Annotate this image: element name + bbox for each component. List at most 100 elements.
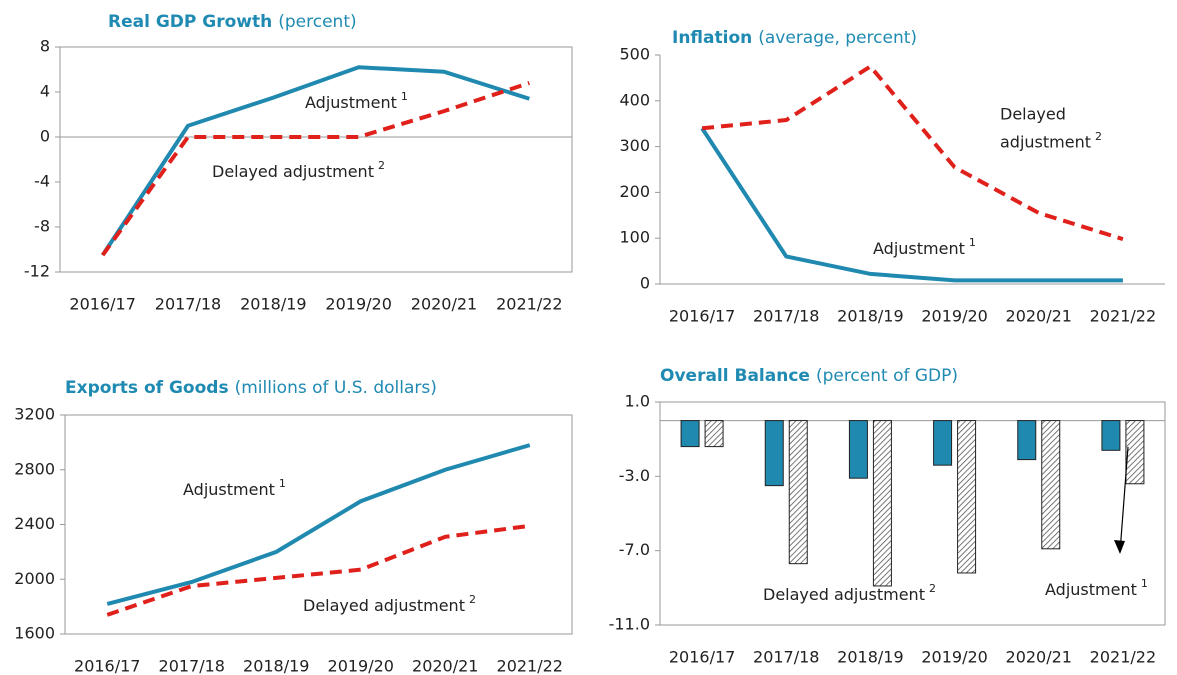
series-line bbox=[106, 443, 531, 606]
title-main: Exports of Goods bbox=[65, 378, 229, 398]
title-sub: (percent of GDP) bbox=[816, 366, 958, 386]
y-tick-label: 3200 bbox=[14, 405, 55, 424]
y-tick-label: 8 bbox=[40, 37, 50, 56]
y-tick-label: 1600 bbox=[14, 624, 55, 643]
x-tick-label: 2018/19 bbox=[240, 295, 306, 314]
series-label: Adjustment 1 bbox=[1045, 577, 1148, 599]
series-line bbox=[106, 523, 531, 617]
series-label: Adjustment 1 bbox=[873, 236, 976, 258]
x-tick-label: 2021/22 bbox=[496, 295, 562, 314]
bar bbox=[1041, 420, 1061, 550]
x-tick-label: 2020/21 bbox=[1006, 648, 1072, 667]
bar bbox=[933, 420, 953, 466]
y-tick-label: 2400 bbox=[14, 514, 55, 533]
series-name: Delayed adjustment bbox=[303, 596, 465, 615]
plot-frame bbox=[59, 46, 573, 273]
x-tick-label: 2017/18 bbox=[159, 657, 225, 675]
y-tick-label: 200 bbox=[619, 182, 650, 201]
x-tick-label: 2020/21 bbox=[412, 657, 478, 675]
y-tick-label: 4 bbox=[40, 82, 50, 101]
x-tick-label: 2020/21 bbox=[1006, 307, 1072, 326]
plot-frame bbox=[659, 401, 1166, 626]
y-tick-label: 0 bbox=[40, 127, 50, 146]
series-name: Delayed adjustment bbox=[212, 162, 374, 181]
y-tick-label: -8 bbox=[34, 217, 50, 236]
series-name: Delayed adjustment bbox=[763, 585, 925, 604]
series-line bbox=[101, 81, 530, 257]
x-tick-label: 2019/20 bbox=[328, 657, 394, 675]
series-label: Delayed adjustment 2 bbox=[212, 159, 385, 181]
y-tick-label: 500 bbox=[619, 45, 650, 64]
bar bbox=[764, 420, 784, 487]
series-label: Adjustment 1 bbox=[305, 90, 408, 112]
y-tick-label: 100 bbox=[619, 228, 650, 247]
x-tick-label: 2017/18 bbox=[753, 307, 819, 326]
title-main: Real GDP Growth bbox=[108, 12, 272, 32]
series-name: Adjustment bbox=[1045, 580, 1137, 599]
chart-title: Overall Balance (percent of GDP) bbox=[660, 366, 958, 386]
x-tick-label: 2018/19 bbox=[837, 648, 903, 667]
series-note: 1 bbox=[1141, 577, 1148, 590]
y-tick-label: 400 bbox=[619, 90, 650, 109]
bar bbox=[872, 420, 892, 587]
x-tick-label: 2016/17 bbox=[69, 295, 135, 314]
bar bbox=[1125, 420, 1145, 485]
series-line bbox=[701, 63, 1124, 242]
chart-title: Inflation (average, percent) bbox=[672, 28, 917, 48]
series-label: Adjustment 1 bbox=[183, 477, 286, 499]
bar bbox=[788, 420, 808, 565]
series-name: Adjustment bbox=[873, 239, 965, 258]
series-note: 2 bbox=[378, 159, 385, 172]
y-tick-label: -3.0 bbox=[619, 466, 650, 485]
y-tick-label: 1.0 bbox=[625, 392, 650, 411]
bar bbox=[680, 420, 700, 448]
x-tick-label: 2019/20 bbox=[325, 295, 391, 314]
series-label: Delayed bbox=[1000, 105, 1066, 124]
title-main: Inflation bbox=[672, 28, 752, 48]
y-tick-label: 300 bbox=[619, 136, 650, 155]
series-note: 1 bbox=[401, 90, 408, 103]
series-line bbox=[100, 65, 530, 257]
bar bbox=[1101, 420, 1121, 451]
arrow-head bbox=[1114, 540, 1125, 554]
chart-title: Real GDP Growth (percent) bbox=[108, 12, 357, 32]
arrow-line bbox=[1119, 446, 1129, 553]
series-name: Adjustment bbox=[183, 480, 275, 499]
x-tick-label: 2017/18 bbox=[155, 295, 221, 314]
x-tick-label: 2018/19 bbox=[243, 657, 309, 675]
y-tick-label: -12 bbox=[24, 262, 50, 281]
x-tick-label: 2021/22 bbox=[1090, 648, 1156, 667]
series-name: Adjustment bbox=[305, 93, 397, 112]
x-tick-label: 2021/22 bbox=[497, 657, 563, 675]
series-label: Delayed adjustment 2 bbox=[303, 593, 476, 615]
x-tick-label: 2021/22 bbox=[1090, 307, 1156, 326]
bar bbox=[1017, 420, 1037, 461]
x-tick-label: 2016/17 bbox=[669, 648, 735, 667]
x-tick-label: 2019/20 bbox=[921, 648, 987, 667]
title-sub: (percent) bbox=[278, 12, 356, 32]
series-note: 1 bbox=[969, 236, 976, 249]
x-tick-label: 2020/21 bbox=[411, 295, 477, 314]
y-tick-label: 2000 bbox=[14, 569, 55, 588]
bar bbox=[848, 420, 868, 479]
series-label-cont: adjustment 2 bbox=[1000, 130, 1102, 152]
y-tick-label: -11.0 bbox=[609, 615, 650, 634]
series-note: 2 bbox=[469, 593, 476, 606]
y-tick-label: 0 bbox=[640, 274, 650, 293]
x-tick-label: 2018/19 bbox=[837, 307, 903, 326]
y-tick-label: -7.0 bbox=[619, 540, 650, 559]
y-tick-label: 2800 bbox=[14, 459, 55, 478]
title-main: Overall Balance bbox=[660, 366, 810, 386]
series-note: 2 bbox=[929, 582, 936, 595]
title-sub: (average, percent) bbox=[758, 28, 917, 48]
x-tick-label: 2019/20 bbox=[921, 307, 987, 326]
series-note: 2 bbox=[1095, 130, 1102, 143]
x-tick-label: 2016/17 bbox=[669, 307, 735, 326]
y-tick-label: -4 bbox=[34, 172, 50, 191]
chart-title: Exports of Goods (millions of U.S. dollar… bbox=[65, 378, 437, 398]
series-note: 1 bbox=[279, 477, 286, 490]
x-tick-label: 2017/18 bbox=[753, 648, 819, 667]
bar bbox=[957, 420, 977, 574]
bar bbox=[704, 420, 724, 448]
